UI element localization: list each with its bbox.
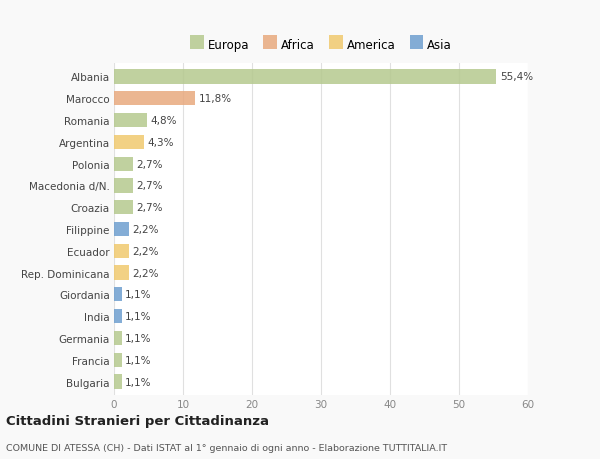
- Bar: [114, 223, 129, 236]
- Text: 4,8%: 4,8%: [151, 116, 177, 126]
- Bar: [114, 201, 133, 215]
- Text: 2,7%: 2,7%: [136, 159, 163, 169]
- Bar: [114, 179, 133, 193]
- Text: COMUNE DI ATESSA (CH) - Dati ISTAT al 1° gennaio di ogni anno - Elaborazione TUT: COMUNE DI ATESSA (CH) - Dati ISTAT al 1°…: [6, 443, 447, 452]
- Text: 2,2%: 2,2%: [133, 224, 159, 235]
- Bar: [114, 353, 122, 367]
- Text: 11,8%: 11,8%: [199, 94, 232, 104]
- Bar: [114, 331, 122, 345]
- Text: 1,1%: 1,1%: [125, 333, 152, 343]
- Bar: [114, 92, 196, 106]
- Text: 1,1%: 1,1%: [125, 290, 152, 300]
- Text: 1,1%: 1,1%: [125, 377, 152, 386]
- Bar: [114, 135, 143, 150]
- Bar: [114, 244, 129, 258]
- Text: 4,3%: 4,3%: [147, 138, 173, 147]
- Text: 2,7%: 2,7%: [136, 181, 163, 191]
- Bar: [114, 309, 122, 324]
- Text: 2,7%: 2,7%: [136, 203, 163, 213]
- Legend: Europa, Africa, America, Asia: Europa, Africa, America, Asia: [190, 39, 452, 52]
- Text: 2,2%: 2,2%: [133, 268, 159, 278]
- Bar: [114, 114, 147, 128]
- Bar: [114, 288, 122, 302]
- Text: 55,4%: 55,4%: [500, 73, 533, 82]
- Bar: [114, 157, 133, 171]
- Bar: [114, 266, 129, 280]
- Bar: [114, 375, 122, 389]
- Text: 1,1%: 1,1%: [125, 355, 152, 365]
- Text: 1,1%: 1,1%: [125, 312, 152, 321]
- Text: 2,2%: 2,2%: [133, 246, 159, 256]
- Bar: [114, 70, 496, 84]
- Text: Cittadini Stranieri per Cittadinanza: Cittadini Stranieri per Cittadinanza: [6, 414, 269, 428]
